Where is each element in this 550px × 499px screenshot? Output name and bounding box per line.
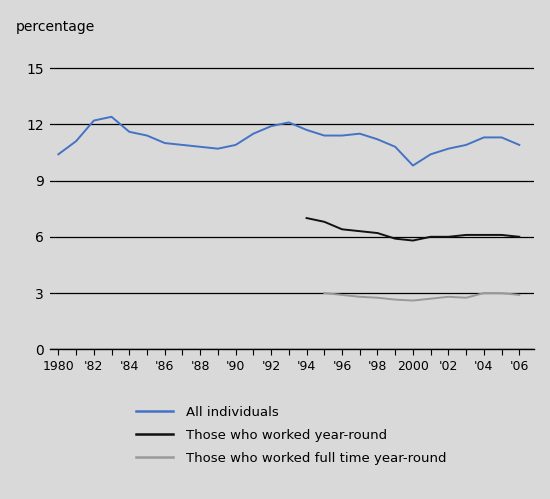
Legend: All individuals, Those who worked year-round, Those who worked full time year-ro: All individuals, Those who worked year-r… xyxy=(136,405,447,466)
Text: percentage: percentage xyxy=(15,20,95,34)
